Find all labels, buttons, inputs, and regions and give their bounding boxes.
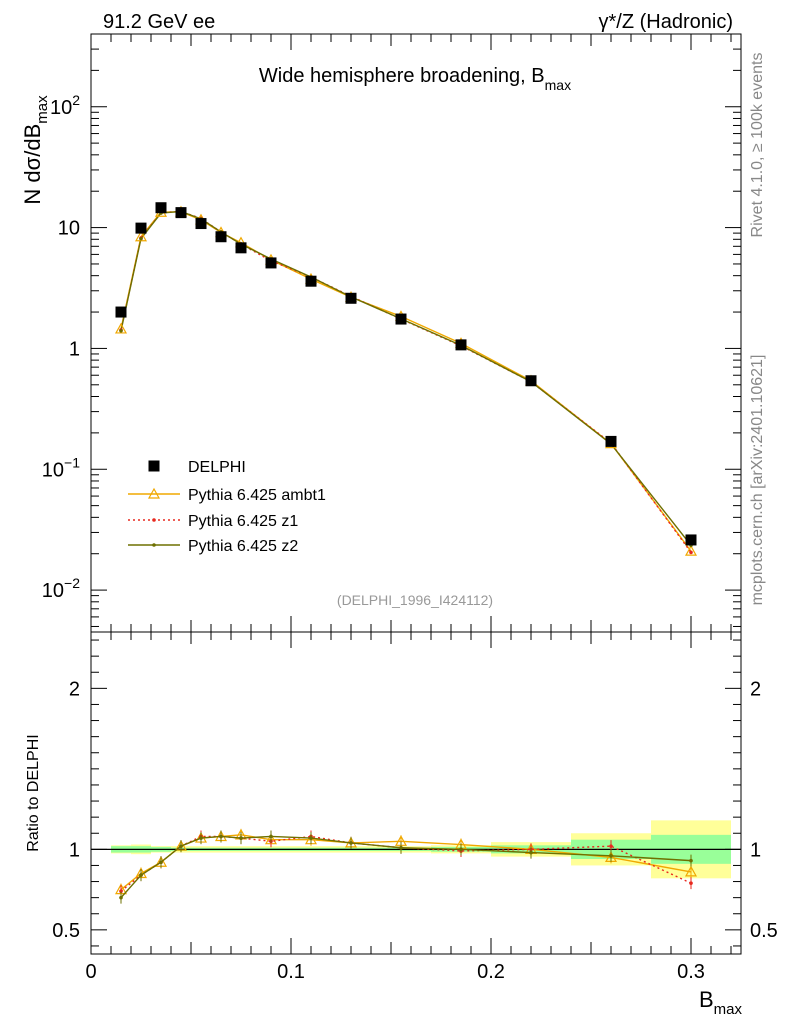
ratio-point bbox=[159, 860, 163, 865]
data-point bbox=[195, 218, 207, 230]
data-point bbox=[135, 222, 147, 234]
legend-marker-data bbox=[148, 460, 160, 472]
ratio-point bbox=[684, 865, 698, 877]
ratio-point bbox=[459, 847, 463, 852]
ratio-point bbox=[139, 873, 143, 877]
data-point bbox=[115, 306, 127, 318]
plot-title: Wide hemisphere broadening, Bmax bbox=[259, 65, 571, 93]
ratio-series-line bbox=[120, 835, 692, 892]
ratio-point bbox=[119, 889, 123, 894]
legend-label: Pythia 6.425 ambt1 bbox=[188, 487, 326, 504]
mc-point bbox=[114, 322, 128, 334]
data-point bbox=[685, 534, 697, 546]
legend: DELPHI Pythia 6.425 ambt1 Pythia 6.425 z1 P… bbox=[128, 459, 326, 555]
ratio-point bbox=[609, 844, 613, 848]
main-plot-panel: 10−2 10−1 1 10 102 Wide hemisphere broadenin… bbox=[20, 33, 742, 633]
ratio-y-tick-label-right: 1 bbox=[750, 839, 761, 861]
ratio-point bbox=[219, 834, 223, 839]
main-y-axis-label: N dσ/dBmax bbox=[20, 95, 51, 205]
y-tick-label: 102 bbox=[50, 92, 80, 119]
analysis-id-watermark: (DELPHI_1996_I424112) bbox=[337, 592, 493, 608]
data-point bbox=[235, 242, 247, 254]
legend-marker bbox=[147, 487, 161, 499]
y-tick-label: 10 bbox=[58, 218, 80, 240]
mcplots-source-label: mcplots.cern.ch [arXiv:2401.10621] bbox=[749, 355, 766, 606]
ratio-y-tick-label: 0.5 bbox=[52, 920, 80, 942]
data-point bbox=[345, 292, 357, 304]
data-point bbox=[175, 207, 187, 219]
legend-label: Pythia 6.425 z2 bbox=[188, 538, 298, 555]
mc-point bbox=[139, 236, 143, 241]
ratio-point bbox=[689, 881, 693, 885]
ratio-point bbox=[119, 895, 123, 900]
ratio-y-tick-label-right: 0.5 bbox=[750, 920, 778, 942]
ratio-point bbox=[349, 841, 353, 845]
mc-point bbox=[689, 550, 693, 555]
data-point bbox=[215, 231, 227, 243]
y-tick-label: 10−1 bbox=[42, 454, 80, 481]
ratio-point bbox=[609, 853, 613, 858]
data-point bbox=[305, 275, 317, 287]
x-tick-label: 0.1 bbox=[277, 961, 305, 983]
mc-point bbox=[119, 328, 123, 333]
legend-label: DELPHI bbox=[188, 459, 246, 476]
data-point bbox=[605, 435, 617, 447]
ratio-point bbox=[309, 836, 313, 840]
legend-marker bbox=[152, 518, 156, 522]
y-tick-label: 1 bbox=[69, 338, 80, 360]
rivet-version-label: Rivet 4.1.0, ≥ 100k events bbox=[749, 53, 766, 238]
legend-label: Pythia 6.425 z1 bbox=[188, 513, 298, 530]
ratio-point bbox=[199, 836, 203, 840]
ratio-point bbox=[689, 858, 693, 863]
legend-marker bbox=[152, 543, 156, 547]
ratio-y-tick-label: 2 bbox=[69, 678, 80, 700]
data-point bbox=[395, 313, 407, 325]
ratio-plot-panel: 0.5 0.5 1 1 2 2 0 0.1 0.2 0.3 Ratio to DELPHI Bma… bbox=[25, 631, 778, 1018]
data-point bbox=[155, 202, 167, 214]
ratio-y-tick-label-right: 2 bbox=[750, 678, 761, 700]
y-tick-label: 10−2 bbox=[42, 575, 80, 602]
ratio-point bbox=[529, 850, 533, 855]
ratio-plot-frame bbox=[90, 631, 742, 955]
ratio-y-tick-label: 1 bbox=[69, 839, 80, 861]
data-point bbox=[455, 339, 467, 351]
x-axis-label: Bmax bbox=[699, 987, 743, 1018]
ratio-point bbox=[269, 834, 273, 839]
x-tick-label: 0 bbox=[85, 961, 96, 983]
ratio-point bbox=[179, 844, 183, 848]
header-process: γ*/Z (Hadronic) bbox=[599, 11, 733, 33]
mc-point bbox=[134, 230, 148, 242]
data-point bbox=[265, 257, 277, 269]
header-energy: 91.2 GeV ee bbox=[103, 11, 215, 33]
ratio-point bbox=[239, 836, 243, 840]
data-point bbox=[525, 375, 537, 387]
ratio-point bbox=[399, 845, 403, 850]
x-tick-label: 0.3 bbox=[677, 961, 705, 983]
x-tick-label: 0.2 bbox=[477, 961, 505, 983]
mc-point bbox=[684, 544, 698, 556]
ratio-y-axis-label: Ratio to DELPHI bbox=[25, 734, 42, 851]
